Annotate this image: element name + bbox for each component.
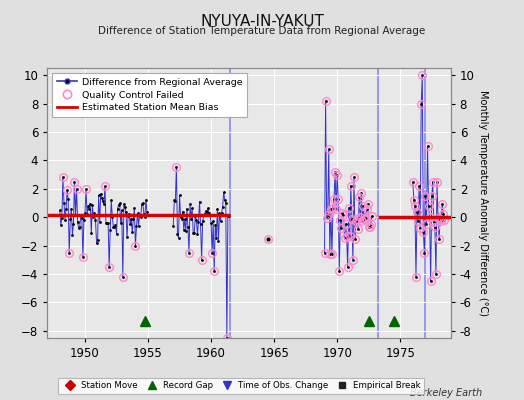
Text: NYUYA-IN-YAKUT: NYUYA-IN-YAKUT: [200, 14, 324, 29]
Text: Difference of Station Temperature Data from Regional Average: Difference of Station Temperature Data f…: [99, 26, 425, 36]
Legend: Station Move, Record Gap, Time of Obs. Change, Empirical Break: Station Move, Record Gap, Time of Obs. C…: [58, 378, 424, 394]
Text: Berkeley Earth: Berkeley Earth: [410, 388, 482, 398]
Y-axis label: Monthly Temperature Anomaly Difference (°C): Monthly Temperature Anomaly Difference (…: [478, 90, 488, 316]
Legend: Difference from Regional Average, Quality Control Failed, Estimated Station Mean: Difference from Regional Average, Qualit…: [52, 73, 247, 117]
